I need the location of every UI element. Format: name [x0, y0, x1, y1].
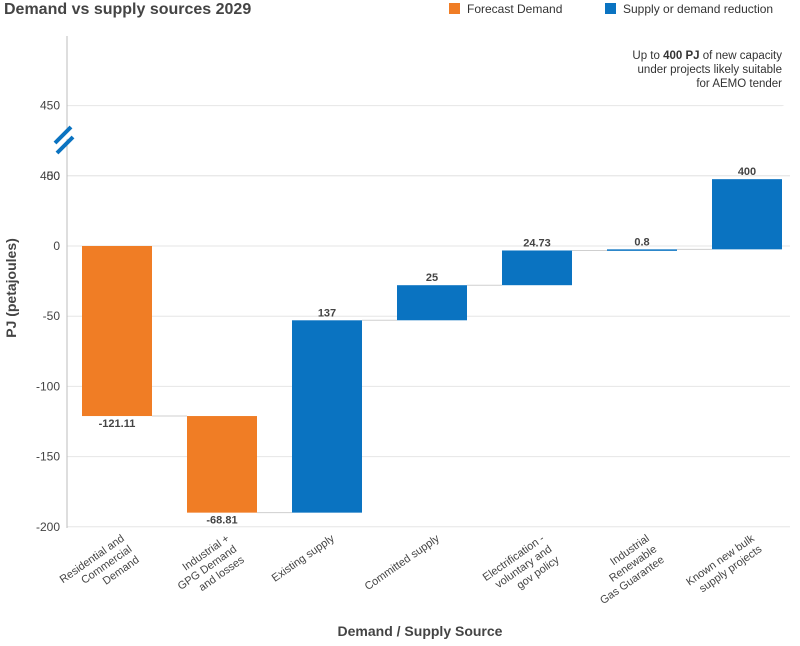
bar: [607, 249, 677, 251]
legend: Forecast Demand Supply or demand reducti…: [449, 2, 773, 16]
bar: [82, 246, 152, 417]
bar: [502, 250, 572, 286]
value-label: 137: [318, 307, 336, 319]
category-labels: Residential andCommercialDemand Industria…: [58, 532, 765, 607]
value-label: 0.8: [634, 236, 649, 248]
y-tick-label: -200: [36, 520, 60, 534]
annotation-line-1: Up to 400 PJ of new capacity: [632, 50, 782, 62]
y-tick-label: -100: [36, 379, 60, 393]
value-label: -121.11: [99, 418, 136, 430]
annotation-part-1: Up to: [632, 50, 663, 62]
annotation-part-2: 400 PJ: [663, 50, 699, 62]
bar: [397, 285, 467, 321]
category-label: IndustrialRenewableGas Guarantee: [583, 533, 666, 607]
y-tick-label: 0: [53, 239, 60, 253]
axis-break-mark-2-stroke: [55, 135, 75, 155]
category-label: Residential andCommercialDemand: [58, 533, 142, 608]
y-tick-label: -50: [43, 309, 61, 323]
x-axis-title: Demand / Supply Source: [338, 623, 503, 639]
bar: [292, 320, 362, 513]
y-axis-break: [52, 125, 75, 155]
axis-break-mark-1: [52, 127, 74, 149]
bar: [187, 416, 257, 513]
annotation: Up to 400 PJ of new capacity under proje…: [632, 50, 782, 90]
chart-title: Demand vs supply sources 2029: [4, 1, 251, 18]
bar-break-mark: [698, 102, 794, 168]
category-label: Committed supply: [363, 532, 442, 593]
annotation-part-3: of new capacity: [700, 50, 783, 62]
y-tick-label: 50: [47, 169, 61, 183]
category-label: Existing supply: [270, 532, 337, 584]
annotation-line-2: under projects likely suitable: [638, 64, 782, 76]
legend-swatch-supply: [605, 3, 616, 14]
value-label: 24.73: [523, 237, 551, 249]
y-tick-label: 450: [40, 99, 60, 113]
value-label: -68.81: [206, 515, 237, 527]
legend-swatch-forecast-demand: [449, 3, 460, 14]
category-label: Industrial +GPG Demandand losses: [168, 532, 247, 603]
category-label: Known new bulksupply projects: [684, 532, 764, 599]
annotation-line-3: for AEMO tender: [696, 78, 782, 90]
legend-label-supply: Supply or demand reduction: [623, 2, 773, 16]
y-tick-label: -150: [36, 450, 60, 464]
category-label: Electrification -voluntary andgov policy: [481, 532, 562, 605]
waterfall-connectors: [152, 248, 712, 514]
axis-break-mark-1-stroke: [53, 125, 73, 145]
value-label: 25: [426, 272, 438, 284]
y-tick-label: 400: [40, 169, 60, 183]
value-labels: -121.11 -68.81 137 25 24.73 0.8 400: [99, 166, 757, 526]
category-label-line: Existing supply: [270, 532, 337, 584]
bars: [82, 179, 782, 513]
value-label: 400: [738, 166, 756, 178]
y-axis-title: PJ (petajoules): [3, 238, 19, 338]
bar: [712, 179, 782, 250]
category-label-line: Committed supply: [363, 532, 442, 593]
legend-label-forecast-demand: Forecast Demand: [467, 2, 562, 16]
